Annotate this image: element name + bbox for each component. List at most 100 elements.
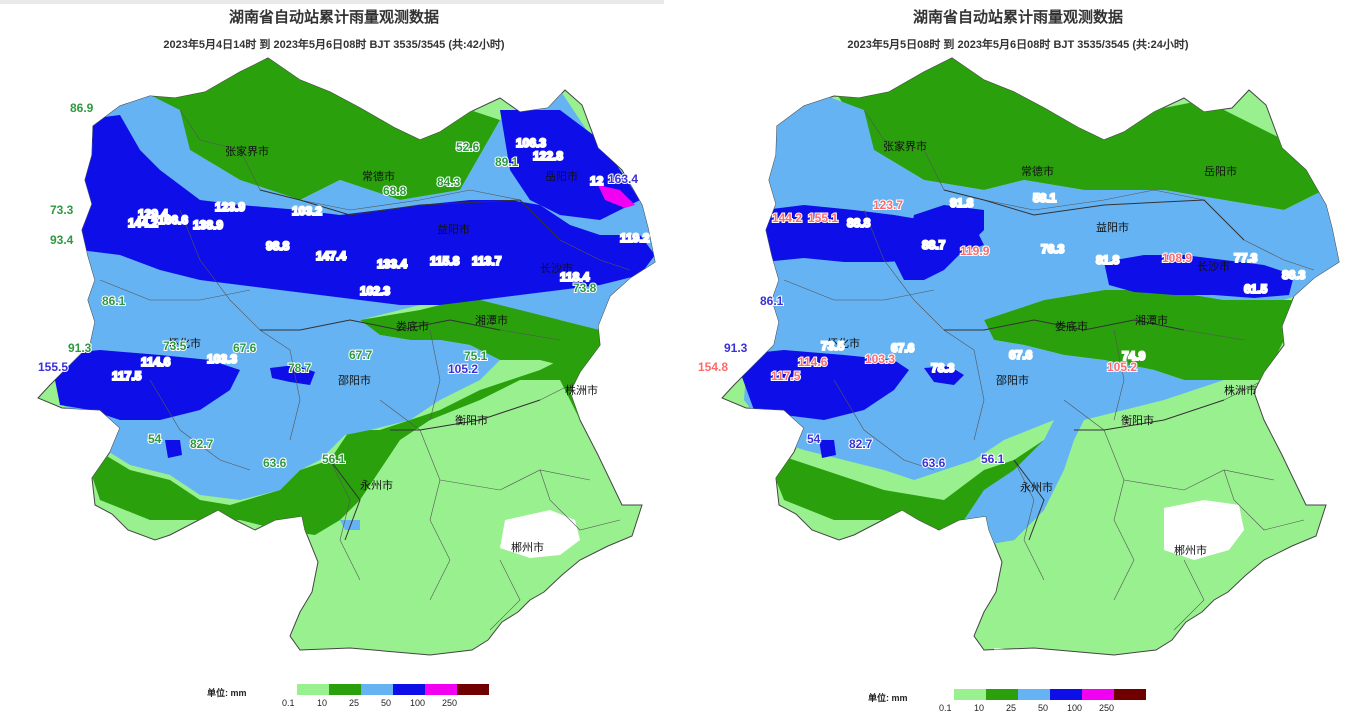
station-value-label: 89.1 [495, 155, 519, 169]
station-value-label: 67.6 [233, 341, 257, 355]
rain-band-50-100 [80, 115, 655, 305]
city-label: 湘潭市 [1135, 313, 1168, 327]
legend-tick: 250 [442, 698, 458, 708]
rain-band-10-25 [360, 300, 600, 370]
station-value-label: 75.1 [464, 349, 488, 363]
city-label: 长沙市 [1197, 259, 1230, 273]
station-value-label: 86.1 [760, 294, 784, 308]
station-value-label: 122.8 [533, 149, 563, 163]
station-value-label: 103.2 [292, 204, 322, 218]
station-value-label: 86.9 [70, 101, 94, 115]
station-value-label: 88.8 [847, 216, 871, 230]
station-value-label: 147.4 [316, 249, 346, 263]
station-value-label: 67.6 [1009, 348, 1033, 362]
station-value-label: 61.5 [1244, 282, 1268, 296]
legend-swatch [1050, 689, 1082, 700]
rain-band-10-25 [834, 58, 1324, 210]
station-value-label: 155.5 [38, 360, 68, 374]
station-value-label: 63.6 [922, 456, 946, 470]
city-label: 岳阳市 [1204, 164, 1237, 178]
legend-swatch [393, 684, 425, 695]
legend-tick: 100 [410, 698, 426, 708]
rain-band-10-25 [984, 290, 1304, 380]
station-value-label: 117.5 [771, 369, 801, 383]
top-divider [0, 0, 664, 4]
hunan-rain-map: 张家界市 常德市 岳阳市 益阳市 长沙市 娄底市 湘潭市 怀化市 邵阳市 衡阳市… [697, 57, 1340, 656]
no-rain-area [1164, 500, 1244, 560]
rain-band-50-100 [270, 365, 315, 385]
station-value-label: 91.8 [950, 196, 974, 210]
map-subtitle: 2023年5月4日14时 到 2023年5月6日08时 BJT 3535/354… [163, 39, 505, 51]
station-value-label: 118.4 [560, 270, 590, 284]
station-value-label: 129.4 [138, 207, 168, 221]
station-value-label: 108.9 [1162, 251, 1192, 265]
station-value-label: 103.3 [207, 352, 237, 366]
city-label: 娄底市 [1055, 319, 1088, 333]
station-value-label: 113.7 [472, 254, 502, 268]
city-labels: 张家界市 常德市 岳阳市 益阳市 长沙市 娄底市 湘潭市 怀化市 邵阳市 衡阳市… [827, 139, 1257, 557]
station-value-label: 82.7 [849, 437, 873, 451]
city-label: 衡阳市 [455, 413, 488, 427]
legend-ticks: 0.1 10 25 50 100 250 [280, 698, 500, 710]
legend-swatch [1114, 689, 1146, 700]
station-value-label: 88.7 [922, 238, 946, 252]
station-value-label: 68.8 [383, 184, 407, 198]
city-label: 衡阳市 [1121, 413, 1154, 427]
station-value-label: 86.3 [1282, 268, 1306, 282]
legend-tick: 10 [317, 698, 328, 708]
legend-tick: 25 [349, 698, 360, 708]
legend-color-bar [954, 689, 1146, 700]
station-value-label: 78.7 [288, 361, 312, 375]
legend-unit-label: 单位: mm [207, 688, 247, 698]
station-value-label: 73.5 [821, 339, 845, 353]
station-value-label: 119.9 [960, 244, 990, 258]
station-value-label: 81.8 [1096, 253, 1120, 267]
rain-band-50-100 [894, 205, 984, 280]
legend-tick: 10 [974, 703, 985, 713]
station-value-label: 91.3 [68, 341, 92, 355]
rain-band-50-100 [734, 350, 909, 420]
station-value-label: 68.2 [734, 199, 758, 213]
station-value-label: 123.7 [873, 198, 903, 212]
station-value-label: 106.3 [516, 136, 546, 150]
station-value-label: 115.8 [430, 254, 460, 268]
legend-swatch [425, 684, 457, 695]
station-value-label: 102.3 [360, 284, 390, 298]
station-value-label: 76.3 [1041, 242, 1065, 256]
station-value-label: 70.8 [734, 219, 758, 233]
legend-tick: 25 [1006, 703, 1017, 713]
rain-band-10-25 [150, 58, 500, 200]
city-label: 邵阳市 [996, 373, 1029, 387]
map-subtitle: 2023年5月5日08时 到 2023年5月6日08时 BJT 3535/354… [847, 39, 1189, 51]
station-value-label: 86.1 [102, 294, 126, 308]
city-borders [943, 189, 1245, 541]
city-label: 株洲市 [565, 383, 598, 397]
station-value-label: 67.7 [349, 348, 373, 362]
legend-swatch [297, 684, 329, 695]
station-value-label: 105.2 [1107, 360, 1137, 374]
rain-band-50-100 [165, 440, 182, 458]
rain-band-100-250 [598, 185, 635, 208]
city-label: 郴州市 [1174, 543, 1207, 557]
rain-map-panel-24h: 湖南省自动站累计雨量观测数据 2023年5月5日08时 到 2023年5月6日0… [684, 0, 1352, 716]
city-label: 邵阳市 [338, 373, 371, 387]
city-label: 永州市 [360, 478, 393, 492]
legend-swatch [361, 684, 393, 695]
station-value-label: 77.3 [1234, 251, 1258, 265]
legend-unit-label: 单位: mm [868, 693, 908, 703]
city-label: 怀化市 [168, 336, 201, 350]
station-value-label: 73.3 [50, 203, 74, 217]
station-value-label: 12 [590, 174, 604, 188]
station-value-label: 52.6 [456, 140, 480, 154]
station-value-label: 144.2 [772, 211, 802, 225]
rain-band-50-100 [1104, 255, 1294, 298]
city-label: 张家界市 [883, 139, 927, 153]
city-label: 株洲市 [1224, 383, 1257, 397]
city-label: 娄底市 [396, 319, 429, 333]
station-value-label: 84.3 [437, 175, 461, 189]
station-value-label: 54 [807, 432, 821, 446]
city-borders [259, 189, 561, 541]
station-value-label: 114.6 [798, 355, 828, 369]
no-rain-area [994, 648, 1014, 655]
station-value-label: 144.2 [128, 216, 158, 230]
